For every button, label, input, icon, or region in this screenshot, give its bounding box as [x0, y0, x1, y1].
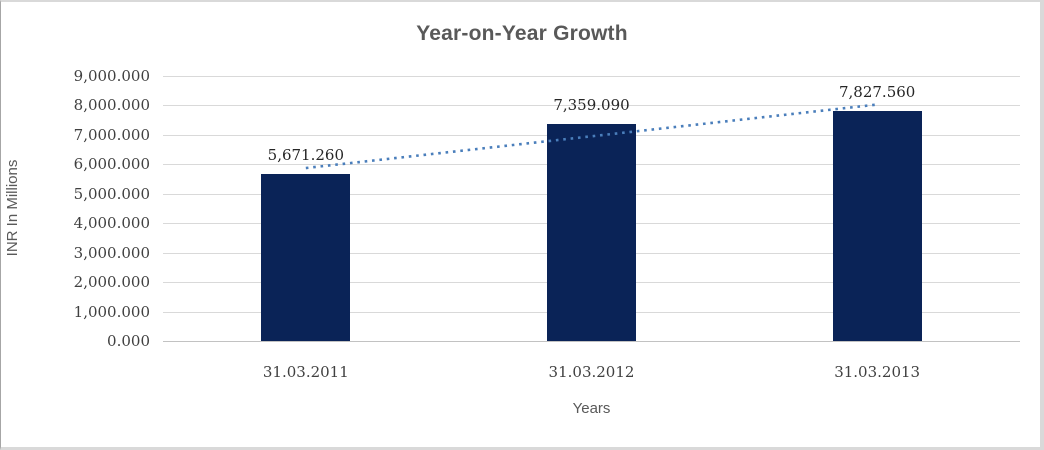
y-tick-label: 9,000.000 — [73, 67, 150, 85]
y-tick-label: 0.000 — [107, 332, 150, 350]
y-tick-label: 6,000.000 — [73, 155, 150, 173]
y-tick-label: 4,000.000 — [73, 214, 150, 232]
bar — [832, 110, 922, 341]
y-tick-label: 5,000.000 — [73, 185, 150, 203]
y-tick-label: 8,000.000 — [73, 96, 150, 114]
data-label: 7,359.090 — [553, 96, 630, 115]
bar — [261, 174, 351, 341]
data-label: 5,671.260 — [267, 146, 344, 164]
y-tick-label: 2,000.000 — [73, 273, 150, 291]
x-axis-title: Years — [572, 400, 611, 417]
x-axis-line — [163, 341, 1020, 342]
bar — [547, 124, 636, 341]
y-tick-label: 1,000.000 — [73, 303, 150, 321]
x-tick-label: 31.03.2013 — [834, 363, 921, 381]
chart-title: Year-on-Year Growth — [416, 22, 628, 45]
trendline-path — [305, 103, 878, 170]
gridline — [163, 76, 1020, 77]
x-tick-label: 31.03.2012 — [548, 363, 635, 381]
x-tick-label: 31.03.2011 — [262, 363, 349, 381]
data-label: 7,827.560 — [838, 82, 916, 101]
y-tick-label: 3,000.000 — [73, 244, 150, 262]
y-tick-label: 7,000.000 — [73, 126, 150, 144]
gridline — [163, 105, 1020, 106]
